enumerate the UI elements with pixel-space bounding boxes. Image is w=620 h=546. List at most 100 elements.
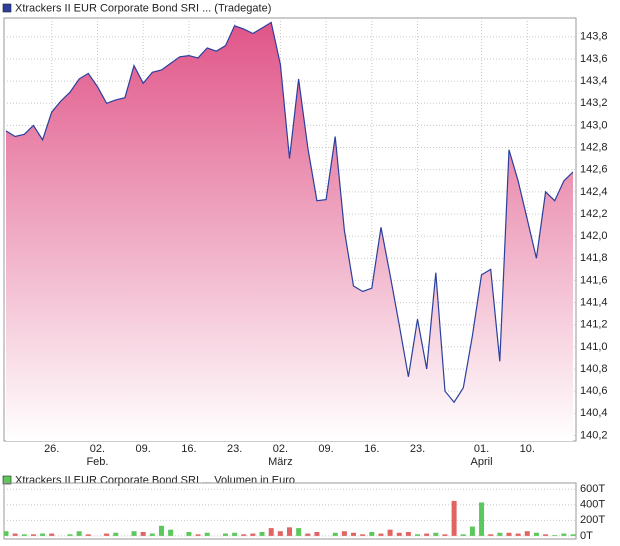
- volume-bar: [479, 502, 485, 536]
- y-tick-label: 400T: [580, 499, 605, 511]
- x-tick-label: 23.: [410, 443, 425, 455]
- month-label: März: [268, 456, 292, 468]
- volume-bar: [113, 532, 119, 536]
- legend-label: Xtrackers II EUR Corporate Bond SRI ... …: [15, 2, 271, 14]
- volume-bar: [186, 532, 192, 536]
- legend-swatch: [2, 475, 12, 485]
- volume-bar: [433, 532, 439, 536]
- volume-bar: [296, 528, 302, 536]
- y-tick-label: 143,8: [580, 31, 608, 43]
- volume-bar: [76, 531, 82, 536]
- volume-bar: [305, 533, 311, 536]
- y-tick-label: 0T: [580, 530, 593, 542]
- volume-bar: [424, 533, 430, 536]
- volume-bar: [460, 534, 466, 536]
- volume-bar: [488, 534, 494, 536]
- volume-bar: [250, 533, 256, 536]
- volume-bar: [104, 533, 110, 536]
- y-tick-label: 140,6: [580, 385, 608, 397]
- volume-bar: [552, 535, 558, 536]
- y-tick-label: 143,0: [580, 119, 608, 131]
- y-tick-label: 142,8: [580, 141, 608, 153]
- y-tick-label: 140,4: [580, 407, 608, 419]
- volume-bar: [561, 533, 567, 536]
- x-tick-label: 10.: [520, 443, 535, 455]
- volume-bar: [341, 531, 347, 536]
- volume-bar: [497, 532, 503, 536]
- month-label: Feb.: [86, 456, 108, 468]
- volume-bar: [533, 532, 539, 536]
- volume-bar: [415, 534, 421, 536]
- y-tick-label: 142,6: [580, 164, 608, 176]
- x-tick-label: 16.: [364, 443, 379, 455]
- volume-bar: [222, 533, 228, 536]
- volume-bar: [241, 534, 247, 536]
- volume-bar: [232, 532, 238, 536]
- volume-bar: [543, 534, 549, 536]
- legend-label: Xtrackers II EUR Corporate Bond SRI ... …: [15, 474, 295, 486]
- y-tick-label: 141,6: [580, 274, 608, 286]
- volume-bar: [149, 533, 155, 536]
- volume-bar: [67, 534, 73, 536]
- volume-bar: [506, 532, 512, 536]
- volume-bar: [287, 527, 292, 536]
- volume-bar: [524, 531, 530, 536]
- y-tick-label: 141,4: [580, 296, 608, 308]
- volume-bar: [396, 532, 402, 536]
- y-tick-label: 142,2: [580, 208, 608, 220]
- volume-bar: [387, 529, 393, 536]
- x-tick-label: 26.: [44, 443, 59, 455]
- volume-bar: [515, 533, 521, 536]
- volume-bar: [369, 532, 375, 536]
- x-tick-label: 16.: [181, 443, 196, 455]
- x-tick-label: 09.: [136, 443, 151, 455]
- x-tick-label: 02.: [90, 443, 105, 455]
- volume-bar: [30, 534, 36, 536]
- y-tick-label: 140,2: [580, 429, 608, 441]
- y-tick-label: 141,8: [580, 252, 608, 264]
- legend-swatch: [2, 3, 12, 13]
- volume-bar: [168, 529, 174, 536]
- y-tick-label: 140,8: [580, 363, 608, 375]
- area-fill: [6, 22, 573, 442]
- volume-bar: [21, 534, 27, 536]
- y-tick-label: 143,6: [580, 53, 608, 65]
- volume-bar: [351, 532, 357, 536]
- plot-frame: [3, 482, 577, 540]
- volume-bar: [405, 532, 411, 536]
- volume-bar: [378, 533, 384, 536]
- volume-bar: [332, 532, 338, 536]
- volume-bar: [140, 532, 146, 536]
- y-tick-label: 141,0: [580, 341, 608, 353]
- volume-bar: [204, 532, 210, 536]
- volume-bar: [314, 532, 320, 536]
- price-line: [5, 21, 574, 404]
- volume-bar: [195, 534, 201, 536]
- volume-bar: [85, 534, 91, 536]
- y-tick-label: 200T: [580, 514, 605, 526]
- volume-bar: [3, 531, 9, 536]
- x-tick-label: 02.: [273, 443, 288, 455]
- x-tick-label: 01.: [474, 443, 489, 455]
- y-tick-label: 141,2: [580, 319, 608, 331]
- y-tick-label: 142,0: [580, 230, 608, 242]
- volume-bar: [268, 528, 274, 536]
- volume-bar: [40, 533, 46, 536]
- volume-bar: [360, 534, 366, 536]
- volume-bar: [451, 500, 457, 536]
- volume-bar: [259, 532, 265, 536]
- volume-bar: [49, 533, 55, 536]
- x-tick-label: 23.: [227, 443, 242, 455]
- volume-bar: [12, 533, 18, 536]
- volume-bar: [131, 531, 137, 536]
- y-tick-label: 143,4: [580, 75, 608, 87]
- volume-bar: [469, 526, 475, 536]
- y-tick-label: 600T: [580, 483, 605, 495]
- volume-bar: [277, 531, 283, 536]
- y-tick-label: 142,4: [580, 186, 608, 198]
- volume-bar: [158, 525, 164, 536]
- month-label: April: [471, 456, 493, 468]
- volume-bar: [570, 534, 576, 536]
- x-tick-label: 09.: [318, 443, 333, 455]
